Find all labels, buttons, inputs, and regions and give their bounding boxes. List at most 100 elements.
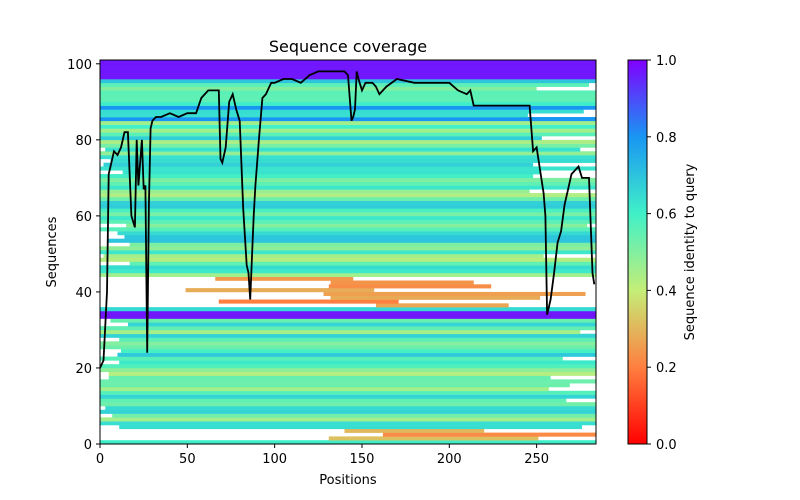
sequence-row: [105, 405, 596, 411]
chart-title: Sequence coverage: [269, 37, 427, 56]
sequence-row: [100, 109, 584, 114]
sequence-row: [100, 136, 542, 141]
sequence-row: [100, 208, 596, 213]
sequence-row: [100, 440, 596, 445]
sequence-row: [110, 318, 596, 323]
sequence-row: [100, 345, 596, 350]
sequence-row: [100, 181, 596, 186]
sequence-row: [119, 337, 596, 342]
sequence-row: [129, 242, 597, 247]
sequence-row: [100, 402, 596, 407]
sequence-row: [100, 139, 596, 144]
sequence-row: [100, 120, 596, 125]
sequence-row: [100, 250, 596, 255]
sequence-row: [100, 212, 596, 217]
sequence-row: [120, 348, 596, 354]
heatmap-rows: [100, 60, 597, 445]
sequence-row: [100, 394, 596, 399]
sequence-row: [100, 63, 596, 68]
sequence-row: [100, 193, 596, 198]
sequence-row: [100, 390, 596, 395]
sequence-row: [126, 223, 588, 228]
sequence-row: [215, 276, 354, 281]
sequence-row: [185, 288, 375, 293]
sequence-row: [100, 177, 596, 182]
coverage-line: [99, 70, 596, 369]
sequence-row: [100, 417, 596, 422]
sequence-row: [100, 398, 567, 403]
sequence-row: [100, 326, 596, 331]
x-tick-label: 100: [262, 452, 287, 467]
sequence-row: [100, 310, 596, 316]
sequence-row: [100, 124, 596, 129]
sequence-row: [100, 257, 596, 262]
y-axis-ticks: 0 20 40 60 80 100: [67, 58, 100, 453]
sequence-row: [100, 151, 596, 156]
sequence-row: [100, 307, 596, 312]
sequence-row: [100, 314, 596, 319]
sequence-row: [117, 231, 597, 236]
sequence-row: [100, 94, 596, 99]
y-tick-label: 0: [84, 438, 92, 453]
sequence-row: [100, 421, 596, 426]
plot-frame: [99, 59, 597, 445]
sequence-row: [100, 341, 596, 346]
sequence-row: [117, 352, 597, 357]
sequence-row: [100, 383, 570, 388]
sequence-row: [124, 234, 596, 239]
sequence-row: [100, 200, 596, 205]
sequence-row: [100, 82, 590, 87]
colorbar: [627, 59, 648, 445]
sequence-row: [110, 158, 596, 163]
y-tick-label: 40: [75, 286, 92, 301]
coverage-line-layer: [99, 70, 596, 369]
sequence-row: [127, 322, 596, 327]
sequence-row: [100, 128, 596, 133]
sequence-row: [100, 196, 596, 201]
sequence-row: [100, 98, 596, 103]
sequence-row: [100, 155, 596, 160]
sequence-row: [100, 409, 596, 414]
sequence-row: [108, 371, 596, 376]
sequence-row: [119, 360, 596, 365]
sequence-row: [100, 185, 596, 190]
x-axis-label: Positions: [319, 473, 377, 488]
sequence-row: [100, 113, 528, 118]
sequence-row: [119, 424, 583, 430]
sequence-row: [100, 333, 596, 338]
sequence-row: [100, 117, 596, 122]
y-tick-label: 20: [75, 362, 92, 377]
sequence-row: [105, 147, 581, 152]
sequence-row: [100, 367, 596, 373]
colorbar-label: Sequence identity to query: [683, 163, 698, 340]
sequence-row: [100, 379, 596, 384]
sequence-row: [103, 162, 534, 167]
sequence-row: [100, 215, 596, 220]
sequence-row: [344, 428, 485, 433]
colorbar-tick-label: 1.0: [656, 54, 677, 69]
sequence-row: [100, 67, 596, 72]
sequence-row: [218, 299, 399, 304]
colorbar-tick-label: 0.0: [656, 438, 677, 453]
sequence-row: [129, 261, 597, 266]
sequence-row: [100, 60, 596, 65]
sequence-row: [100, 86, 537, 91]
sequence-row: [100, 364, 596, 369]
sequence-row: [100, 219, 596, 224]
sequence-row: [330, 280, 474, 285]
sequence-row: [375, 303, 509, 308]
x-tick-label: 150: [350, 452, 375, 467]
y-tick-label: 80: [75, 134, 92, 149]
y-axis-label: Sequences: [45, 216, 60, 287]
sequence-row: [323, 291, 586, 297]
sequence-row: [100, 143, 596, 148]
x-tick-label: 250: [524, 452, 549, 467]
sequence-row: [103, 253, 544, 259]
sequence-row: [328, 284, 492, 289]
sequence-row: [108, 375, 551, 380]
sequence-row: [100, 386, 549, 392]
sequence-row: [100, 166, 596, 171]
x-tick-label: 50: [179, 452, 196, 467]
sequence-row: [328, 436, 539, 441]
